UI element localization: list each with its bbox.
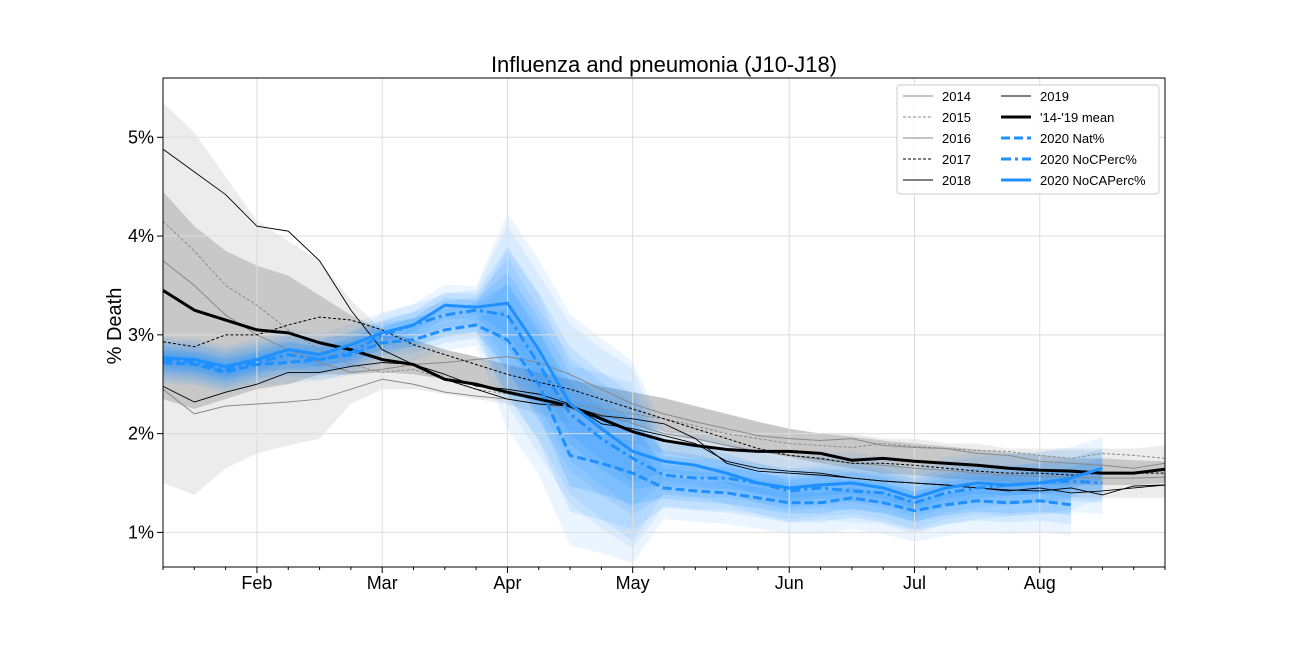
series-line-2018 — [162, 148, 1166, 496]
legend-label: 2020 Nat% — [1040, 131, 1105, 146]
series-line-2017 — [162, 316, 1165, 476]
legend: 2014 2015 2016 2017 2018 2019 '14-'19 mean 2020… — [896, 84, 1160, 195]
y-tick-label: 4% — [128, 226, 154, 246]
inner-band — [163, 191, 1165, 486]
x-tick-label: Jun — [775, 573, 804, 593]
legend-label: 2017 — [942, 152, 971, 167]
x-tick-label: Mar — [367, 573, 398, 593]
blue-band — [163, 272, 1103, 509]
chart-title: Influenza and pneumonia (J10-J18) — [491, 52, 837, 77]
series-line-2020-nocaperc- — [162, 301, 1103, 500]
x-tick-label: Aug — [1024, 573, 1056, 593]
x-axis-ticks: Feb Mar Apr May Jun Jul Aug — [162, 567, 1166, 593]
legend-label: 2019 — [1040, 89, 1069, 104]
legend-label: 2018 — [942, 173, 971, 188]
y-tick-label: 5% — [128, 127, 154, 147]
series-line-2019 — [162, 362, 1166, 494]
series-line-2020-nocperc- — [162, 308, 1103, 505]
legend-label: '14-'19 mean — [1040, 110, 1114, 125]
series-line-2020-nat- — [162, 323, 1072, 513]
y-tick-label: 1% — [128, 522, 154, 542]
series-lines — [162, 148, 1166, 513]
y-axis-ticks: 1% 2% 3% 4% 5% — [128, 127, 163, 542]
y-tick-label: 2% — [128, 424, 154, 444]
legend-label: 2020 NoCPerc% — [1040, 152, 1137, 167]
legend-label: 2020 NoCAPerc% — [1040, 173, 1146, 188]
x-tick-label: Feb — [241, 573, 272, 593]
series-line-2014 — [162, 378, 1166, 479]
y-tick-label: 3% — [128, 325, 154, 345]
blue-band — [163, 283, 1072, 531]
blue-band — [163, 258, 1103, 523]
x-tick-label: Jul — [903, 573, 926, 593]
series-line-2016 — [162, 260, 1166, 469]
blue-band — [163, 308, 1072, 522]
x-tick-label: May — [616, 573, 650, 593]
y-axis-label: % Death — [104, 288, 126, 365]
legend-label: 2016 — [942, 131, 971, 146]
legend-label: 2014 — [942, 89, 971, 104]
series-line--14-19-mean — [162, 289, 1166, 475]
x-tick-label: Apr — [493, 573, 521, 593]
legend-label: 2015 — [942, 110, 971, 125]
